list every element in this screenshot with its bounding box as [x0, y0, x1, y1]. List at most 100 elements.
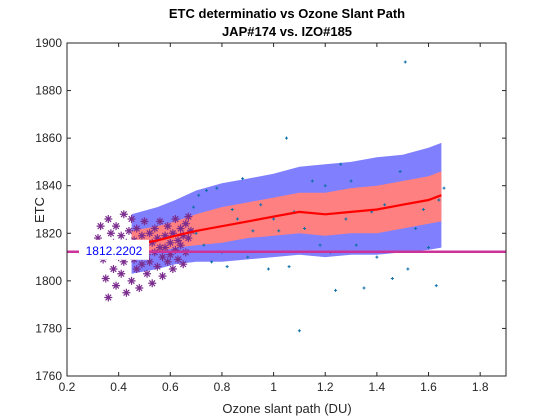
x-tick-label: 0.8 — [214, 380, 231, 394]
star-point — [155, 217, 164, 226]
star-point — [104, 215, 113, 224]
star-point — [166, 250, 175, 259]
dot-point — [398, 169, 402, 173]
dot-point — [194, 231, 198, 235]
dot-point — [334, 288, 338, 292]
dot-point — [272, 217, 276, 221]
star-point — [119, 257, 128, 266]
star-point — [148, 238, 157, 247]
y-axis-label: ETC — [32, 197, 47, 223]
dot-point — [266, 267, 270, 271]
star-point — [140, 217, 149, 226]
dot-point — [251, 229, 255, 233]
star-point — [171, 215, 180, 224]
star-point — [166, 238, 175, 247]
median-line — [131, 194, 442, 247]
dot-point — [362, 286, 366, 290]
star-point — [96, 222, 105, 231]
star-point — [122, 288, 131, 297]
dot-point — [354, 243, 358, 247]
dot-point — [235, 217, 239, 221]
star-point — [150, 224, 159, 233]
dot-point — [383, 203, 387, 207]
star-point — [137, 260, 146, 269]
star-point — [119, 210, 128, 219]
dot-point — [259, 203, 263, 207]
dot-point — [414, 227, 418, 231]
dot-point — [303, 227, 307, 231]
dot-point — [403, 60, 407, 64]
star-point — [176, 241, 185, 250]
y-tick-label: 1780 — [35, 321, 62, 335]
dot-point — [344, 217, 348, 221]
y-tick-label: 1880 — [35, 84, 62, 98]
dot-point — [323, 184, 327, 188]
chart-subtitle: JAP#174 vs. IZO#185 — [222, 24, 352, 39]
star-point — [106, 229, 115, 238]
x-tick-label: 1.8 — [472, 380, 489, 394]
x-tick-label: 1.2 — [317, 380, 334, 394]
dot-point — [192, 205, 196, 209]
x-tick-label: 1.4 — [369, 380, 386, 394]
dot-point — [434, 284, 438, 288]
plot-area: 1812.2202 — [67, 60, 506, 333]
axes-box — [66, 42, 507, 377]
star-point — [186, 226, 195, 235]
x-axis-label: Ozone slant path (DU) — [222, 401, 351, 416]
star-point — [109, 264, 118, 273]
y-tick-label: 1760 — [35, 369, 62, 383]
dot-point — [204, 188, 208, 192]
dot-point — [230, 208, 234, 211]
star-point — [117, 269, 126, 278]
dot-point — [285, 136, 288, 140]
dot-point — [225, 265, 229, 269]
star-point — [168, 264, 177, 273]
star-point — [135, 283, 144, 292]
dot-point — [310, 179, 314, 183]
dot-point — [406, 267, 410, 271]
y-tick-label: 1820 — [35, 226, 62, 240]
star-point — [184, 212, 193, 221]
dot-point — [277, 229, 281, 233]
dot-point — [442, 186, 446, 190]
star-point — [174, 236, 183, 245]
reference-label: 1812.2202 — [86, 244, 143, 258]
dot-point — [390, 276, 394, 280]
star-point — [184, 234, 193, 243]
star-point — [179, 231, 188, 240]
dot-point — [437, 198, 441, 202]
star-point — [104, 293, 113, 302]
x-tick-label: 1 — [270, 380, 277, 394]
dot-point — [246, 255, 250, 259]
star-point — [176, 224, 185, 233]
star-point — [179, 260, 188, 269]
star-point — [124, 226, 133, 235]
x-tick-label: 0.2 — [59, 380, 76, 394]
star-point — [117, 231, 126, 240]
star-point — [148, 279, 157, 288]
star-point — [171, 245, 180, 254]
dot-point — [421, 208, 425, 211]
dot-point — [339, 162, 343, 166]
star-point — [158, 253, 167, 262]
star-point — [174, 255, 183, 264]
dot-point — [287, 265, 291, 269]
dot-point — [215, 186, 219, 190]
dot-point — [349, 179, 353, 183]
y-tick-label: 1800 — [35, 274, 62, 288]
dot-point — [202, 243, 206, 247]
star-point — [153, 234, 162, 243]
star-point — [181, 219, 190, 228]
dot-point — [197, 193, 201, 197]
dot-point — [241, 177, 245, 181]
star-point — [155, 243, 164, 252]
dot-point — [210, 260, 214, 264]
star-point — [161, 231, 170, 240]
dot-point — [375, 255, 379, 259]
y-tick-label: 1860 — [35, 131, 62, 145]
star-point — [168, 229, 177, 238]
star-point — [127, 215, 136, 224]
star-point — [112, 222, 121, 231]
star-point — [137, 231, 146, 240]
